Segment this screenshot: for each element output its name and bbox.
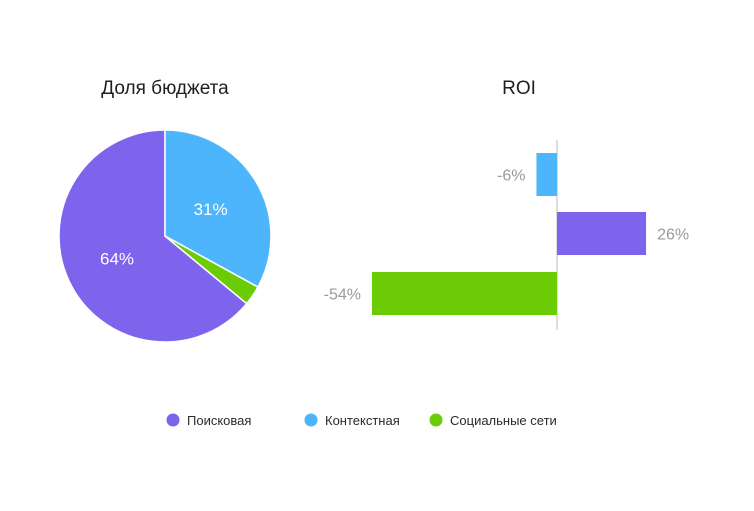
pie-slice-2 — [164, 235, 259, 305]
pie-chart: 64% 31% — [58, 129, 272, 343]
pie-slice-label: 31% — [194, 200, 228, 219]
legend-swatch — [304, 413, 318, 427]
roi-bar-chart: -6% 26% -54% — [324, 140, 689, 330]
legend-swatch — [429, 413, 443, 427]
bar-chart-title: ROI — [502, 78, 536, 99]
roi-bar-label: 26% — [657, 227, 689, 244]
legend-label: Контекстная — [325, 413, 400, 428]
legend-label: Поисковая — [187, 413, 251, 428]
legend-label: Социальные сети — [450, 413, 557, 428]
roi-bar-label: -54% — [324, 287, 361, 304]
legend-swatch — [166, 413, 180, 427]
roi-bar-2 — [372, 272, 557, 315]
pie-slice-1 — [164, 129, 272, 289]
pie-slice-0 — [58, 129, 248, 343]
pie-chart-title: Доля бюджета — [101, 78, 229, 99]
pie-slice-label: 64% — [100, 250, 134, 269]
legend: Поисковая Контекстная Социальные сети — [166, 413, 557, 428]
roi-bar-1 — [557, 212, 647, 255]
roi-bar-label: -6% — [497, 168, 525, 185]
roi-bar-0 — [536, 153, 557, 196]
